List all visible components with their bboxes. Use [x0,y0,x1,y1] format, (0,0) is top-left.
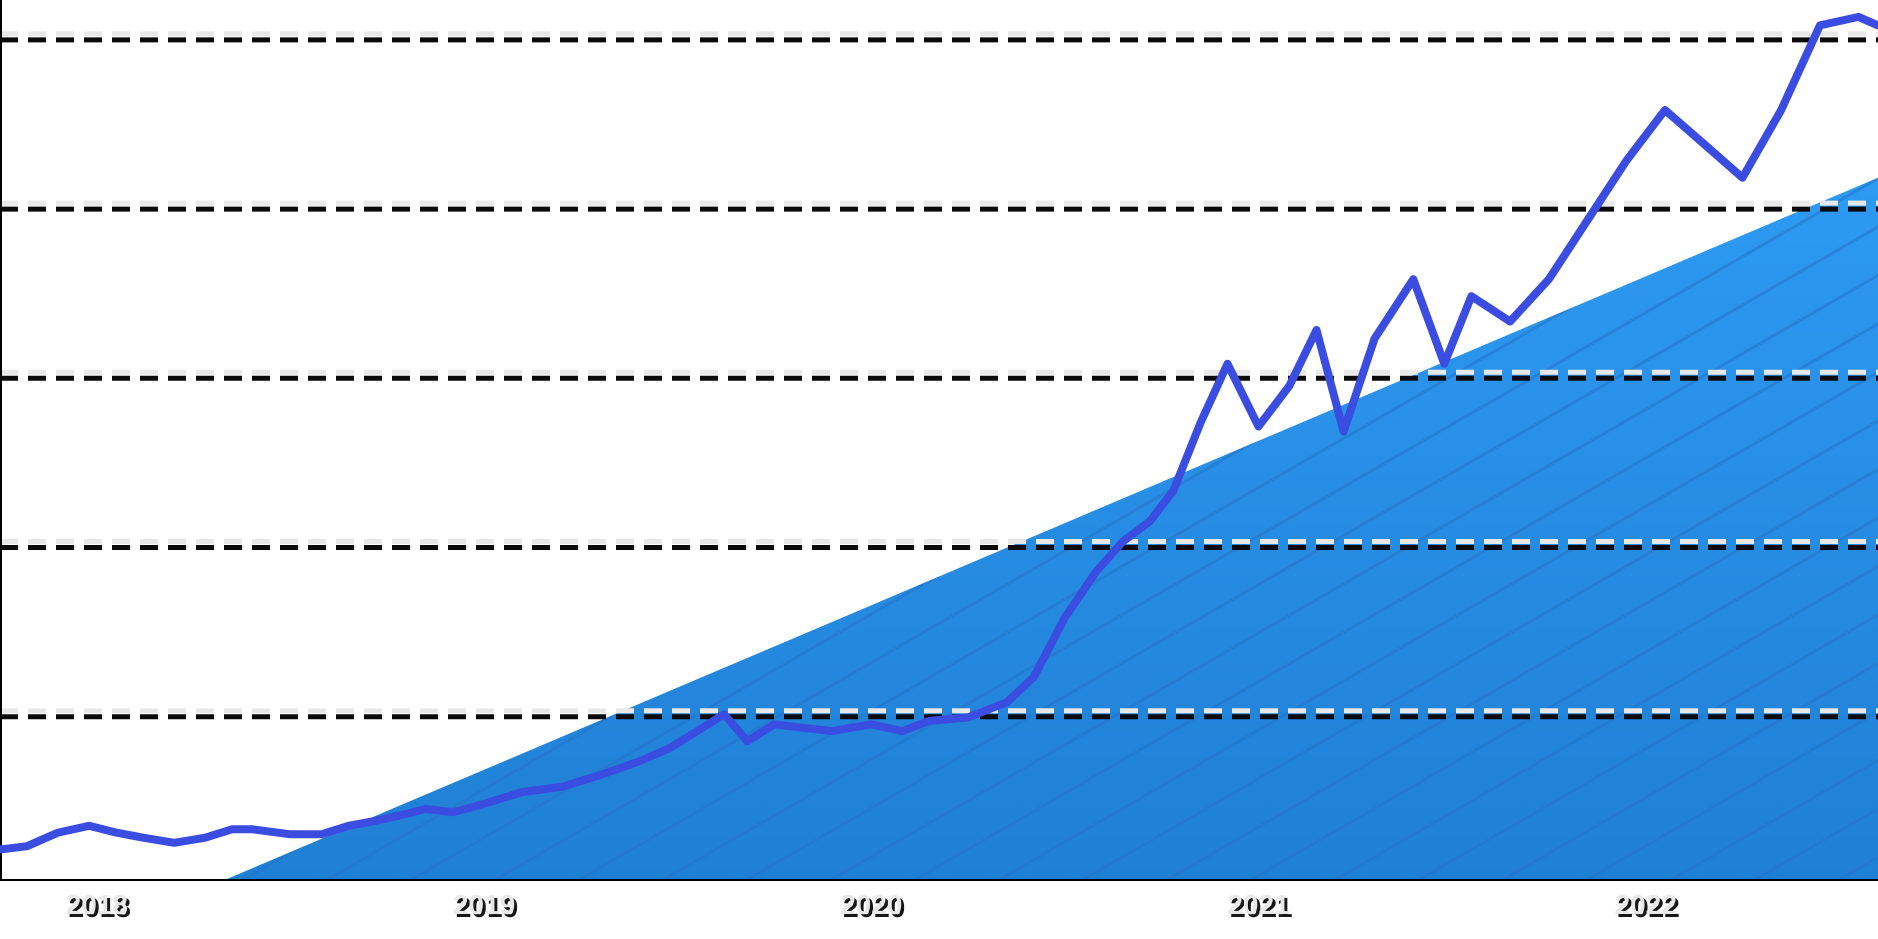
chart-svg: 2018201820192019202020202021202120222022 [0,0,1878,939]
x-tick-label: 2018 [66,889,128,920]
area-stripes [225,178,1878,880]
timeseries-chart: 2018201820192019202020202021202120222022 [0,0,1878,939]
x-tick-label: 2020 [840,889,902,920]
x-tick-label: 2019 [453,889,515,920]
x-tick-label: 2022 [1615,889,1677,920]
x-tick-label: 2021 [1227,889,1289,920]
